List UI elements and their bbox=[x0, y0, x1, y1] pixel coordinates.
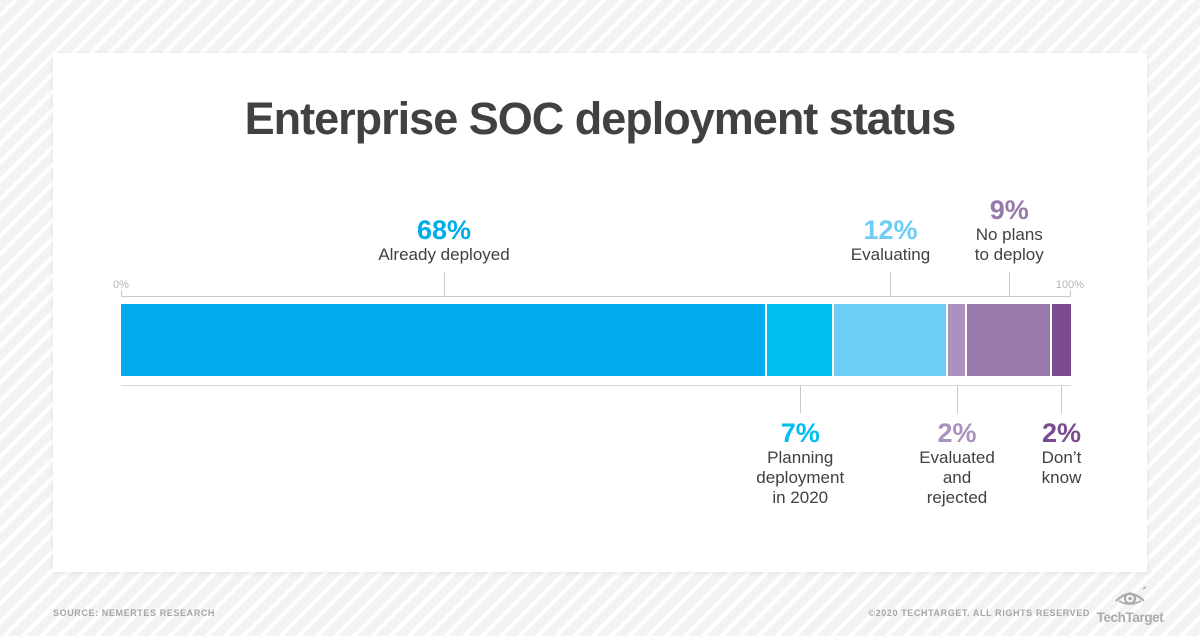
bar-segment-evaluated-and-rejected bbox=[947, 304, 967, 376]
label-connector-already-deployed bbox=[443, 272, 445, 296]
segment-category-line: rejected bbox=[926, 488, 988, 507]
segment-label-evaluating: 12% Evaluating bbox=[851, 216, 930, 265]
label-connector-evaluating bbox=[890, 272, 891, 296]
bar-segment-no-plans-to-deploy bbox=[966, 304, 1052, 376]
segment-category-line: and bbox=[942, 468, 972, 487]
segment-category-line: Evaluating bbox=[850, 245, 931, 264]
axis-label-min: 0% bbox=[113, 279, 129, 291]
segment-label-dont-know: 2% Don’t know bbox=[1042, 419, 1082, 488]
bar-segment-dont-know bbox=[1052, 304, 1071, 376]
stacked-bar bbox=[121, 304, 1071, 376]
segment-category-line: know bbox=[1041, 468, 1082, 487]
segment-label-planning-deployment-in-2020: 7% Planning deployment in 2020 bbox=[756, 419, 844, 508]
chart-title: Enterprise SOC deployment status bbox=[244, 93, 957, 144]
segment-category-line: Already deployed bbox=[378, 245, 510, 264]
segment-percent-dont-know: 2% bbox=[1041, 418, 1082, 448]
segment-category-line: No plans bbox=[975, 225, 1043, 244]
axis-tick-start bbox=[121, 290, 122, 296]
label-connector-evaluated-and-rejected bbox=[956, 386, 958, 413]
bar-segment-already-deployed bbox=[121, 304, 767, 376]
copyright-notice: ©2020 TECHTARGET. ALL RIGHTS RESERVED bbox=[868, 608, 1090, 618]
label-connector-planning-deployment-in-2020 bbox=[799, 386, 801, 413]
segment-label-already-deployed: 68% Already deployed bbox=[378, 216, 509, 265]
segment-category-line: Don’t bbox=[1041, 448, 1082, 467]
axis-line bbox=[121, 296, 1071, 297]
stacked-bar-chart: 0% 100% 68% Already deployed 7% Planning dep… bbox=[113, 196, 1084, 533]
techtarget-logo: TechTarget bbox=[1096, 586, 1164, 625]
axis-label-max: 100% bbox=[1055, 279, 1084, 291]
eye-icon bbox=[1115, 586, 1147, 605]
bar-segment-evaluating bbox=[833, 304, 948, 376]
segment-percent-evaluated-and-rejected: 2% bbox=[937, 418, 977, 448]
chart-card: Enterprise SOC deployment status 0% 100%… bbox=[53, 53, 1147, 572]
segment-category-line: in 2020 bbox=[772, 488, 829, 507]
lower-line bbox=[121, 385, 1071, 386]
techtarget-wordmark: TechTarget bbox=[1096, 610, 1164, 625]
segment-percent-no-plans-to-deploy: 9% bbox=[989, 195, 1029, 225]
segment-label-no-plans-to-deploy: 9% No plans to deploy bbox=[975, 196, 1044, 265]
segment-percent-evaluating: 12% bbox=[863, 215, 918, 245]
segment-category-line: to deploy bbox=[974, 245, 1044, 264]
label-connector-dont-know bbox=[1061, 386, 1062, 413]
segment-category-line: Planning bbox=[767, 448, 834, 467]
bar-segment-planning-deployment-in-2020 bbox=[767, 304, 834, 376]
source-credit: SOURCE: NEMERTES RESEARCH bbox=[53, 608, 216, 618]
label-connector-no-plans-to-deploy bbox=[1008, 272, 1010, 296]
segment-category-line: Evaluated bbox=[919, 448, 995, 467]
segment-percent-already-deployed: 68% bbox=[416, 215, 472, 245]
segment-category-line: deployment bbox=[756, 468, 845, 487]
segment-label-evaluated-and-rejected: 2% Evaluated and rejected bbox=[919, 419, 995, 508]
axis-tick-end bbox=[1070, 290, 1071, 296]
segment-percent-planning-deployment-in-2020: 7% bbox=[780, 418, 820, 448]
